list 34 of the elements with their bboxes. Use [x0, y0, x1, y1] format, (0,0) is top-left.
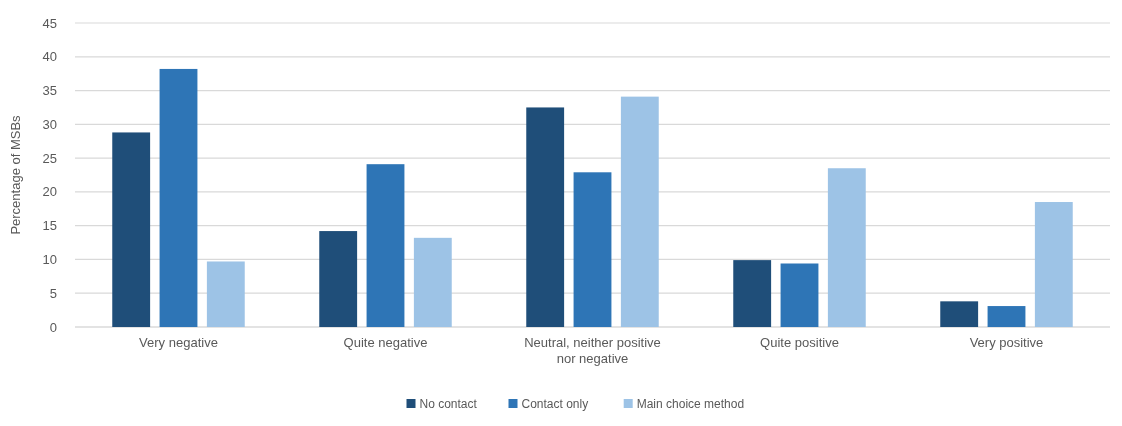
bar — [112, 132, 151, 327]
y-tick-label: 0 — [49, 319, 57, 335]
bar — [159, 68, 198, 327]
y-tick-label: 10 — [42, 251, 57, 267]
bar — [526, 107, 565, 327]
y-tick-label: 5 — [49, 285, 57, 301]
x-tick-label: Quite positive — [760, 335, 839, 350]
bar — [1034, 202, 1073, 327]
bar — [940, 301, 979, 327]
bar — [620, 96, 659, 327]
x-tick-label: Quite negative — [343, 335, 428, 350]
bar — [733, 260, 772, 327]
y-tick-label: 25 — [42, 150, 57, 166]
y-tick-label: 30 — [42, 116, 57, 132]
bar — [827, 168, 866, 327]
x-tick-label: Very negative — [139, 335, 218, 350]
legend-label: Contact only — [521, 397, 589, 411]
y-tick-label: 40 — [42, 49, 57, 65]
x-tick-label: Very positive — [969, 335, 1044, 350]
bar — [780, 263, 819, 327]
bar — [206, 261, 245, 327]
y-tick-label: 45 — [42, 15, 57, 31]
bar — [573, 172, 612, 327]
bar — [366, 164, 405, 327]
y-tick-label: 20 — [42, 184, 57, 200]
bar — [413, 237, 452, 327]
y-tick-label: 35 — [42, 83, 57, 99]
x-tick-label: Neutral, neither positive nor negative — [524, 335, 661, 366]
legend-label: Main choice method — [636, 397, 745, 411]
y-tick-label: 15 — [42, 218, 57, 234]
bar — [987, 306, 1026, 327]
y-axis-title: Percentage of MSBs — [8, 114, 23, 235]
legend-label: No contact — [419, 397, 478, 411]
bar — [319, 231, 358, 327]
